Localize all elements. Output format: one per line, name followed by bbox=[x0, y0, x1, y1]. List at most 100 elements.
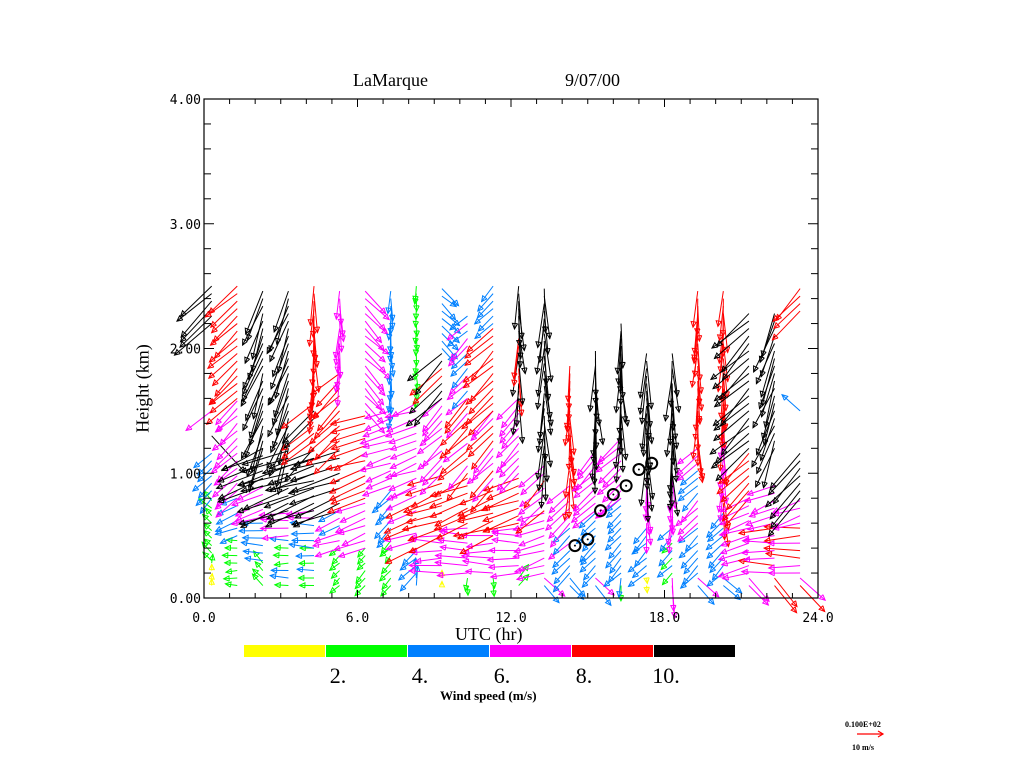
arrow-shaft bbox=[459, 535, 494, 555]
arrow-shaft bbox=[646, 585, 648, 593]
wind-vector bbox=[706, 572, 724, 587]
arrow-shaft bbox=[464, 343, 494, 366]
arrow-shaft bbox=[208, 285, 238, 314]
arrow-head bbox=[457, 510, 465, 517]
wind-vector bbox=[675, 507, 699, 527]
arrow-shaft bbox=[762, 395, 775, 440]
arrow-head bbox=[605, 561, 612, 569]
arrow-shaft bbox=[572, 472, 596, 492]
wind-vector bbox=[537, 393, 545, 440]
wind-vector bbox=[179, 285, 213, 318]
arrow-head bbox=[723, 476, 730, 485]
arrow-shaft bbox=[764, 380, 775, 428]
arrow-head bbox=[439, 451, 447, 459]
arrow-shaft bbox=[417, 450, 443, 470]
arrow-shaft bbox=[341, 532, 366, 546]
arrow-shaft bbox=[223, 577, 238, 580]
arrow-head bbox=[378, 574, 386, 582]
arrow-shaft bbox=[225, 583, 238, 587]
arrow-head bbox=[642, 506, 650, 514]
wind-vector bbox=[759, 335, 775, 378]
arrow-head bbox=[710, 373, 718, 381]
arrow-head bbox=[234, 510, 243, 517]
arrow-shaft bbox=[354, 585, 366, 597]
wind-vector bbox=[391, 402, 417, 417]
arrow-head bbox=[215, 483, 224, 490]
arrow-shaft bbox=[440, 420, 468, 446]
wind-vector bbox=[364, 313, 389, 335]
wind-vector bbox=[605, 550, 622, 569]
wind-vector bbox=[634, 550, 647, 568]
wind-vector bbox=[564, 365, 572, 403]
wind-vector bbox=[469, 470, 494, 499]
arrow-head bbox=[750, 507, 759, 514]
arrow-shaft bbox=[473, 410, 494, 437]
arrow-shaft bbox=[264, 487, 315, 508]
arrow-shaft bbox=[774, 577, 798, 607]
arrow-head bbox=[547, 419, 554, 427]
arrow-head bbox=[640, 449, 647, 458]
wind-vector bbox=[422, 405, 443, 433]
wind-vector bbox=[313, 410, 340, 440]
arrow-head bbox=[382, 313, 391, 321]
wind-vector bbox=[775, 288, 801, 322]
wind-vector bbox=[214, 527, 238, 536]
arrow-head bbox=[581, 544, 589, 553]
arrow-head bbox=[541, 453, 549, 462]
wind-vector bbox=[290, 530, 315, 537]
arrow-shaft bbox=[697, 365, 701, 405]
wind-vector bbox=[666, 523, 673, 555]
wind-vector bbox=[388, 373, 395, 399]
wind-vector bbox=[364, 395, 387, 415]
wind-vector bbox=[569, 577, 586, 598]
arrow-head bbox=[482, 485, 491, 492]
arrow-head bbox=[377, 383, 385, 391]
wind-vector bbox=[466, 462, 494, 485]
arrow-head bbox=[365, 460, 374, 467]
arrow-head bbox=[542, 494, 549, 502]
arrow-head bbox=[589, 473, 596, 481]
wind-vector bbox=[715, 447, 750, 482]
arrow-head bbox=[334, 507, 343, 514]
arrow-head bbox=[422, 459, 429, 468]
arrow-head bbox=[374, 531, 381, 540]
arrow-shaft bbox=[379, 570, 392, 582]
wind-vector bbox=[748, 507, 775, 518]
arrow-shaft bbox=[276, 298, 289, 345]
arrow-head bbox=[399, 584, 407, 592]
wind-vector bbox=[329, 422, 366, 435]
arrow-shaft bbox=[248, 448, 264, 492]
arrow-head bbox=[746, 524, 755, 532]
arrow-shaft bbox=[751, 425, 775, 468]
arrow-shaft bbox=[270, 575, 289, 579]
wind-vector bbox=[713, 328, 750, 360]
wind-vector bbox=[272, 551, 289, 559]
arrow-head bbox=[389, 470, 398, 478]
arrow-shaft bbox=[214, 368, 238, 397]
arrow-shaft bbox=[602, 467, 622, 488]
wind-vector bbox=[643, 585, 650, 595]
arrow-shaft bbox=[330, 422, 366, 434]
arrow-head bbox=[499, 436, 506, 444]
arrow-head bbox=[419, 439, 427, 447]
chart-title-date: 9/07/00 bbox=[565, 70, 621, 90]
arrow-shaft bbox=[310, 373, 340, 395]
arrow-shaft bbox=[770, 490, 801, 529]
wind-vector bbox=[513, 542, 545, 554]
arrow-shaft bbox=[423, 420, 443, 442]
arrow-shaft bbox=[466, 425, 494, 451]
arrow-head bbox=[197, 475, 204, 483]
arrow-shaft bbox=[595, 585, 612, 606]
arrow-head bbox=[412, 368, 419, 376]
wind-vector bbox=[569, 418, 577, 456]
wind-vector bbox=[316, 403, 340, 432]
arrow-head bbox=[388, 362, 396, 371]
wind-vector bbox=[207, 353, 238, 380]
arrow-shaft bbox=[216, 512, 238, 525]
wind-vector bbox=[646, 360, 654, 410]
arrow-head bbox=[197, 468, 204, 476]
arrow-shaft bbox=[209, 338, 238, 363]
arrow-shaft bbox=[499, 472, 520, 494]
wind-vector bbox=[330, 490, 366, 505]
arrow-shaft bbox=[274, 584, 289, 587]
